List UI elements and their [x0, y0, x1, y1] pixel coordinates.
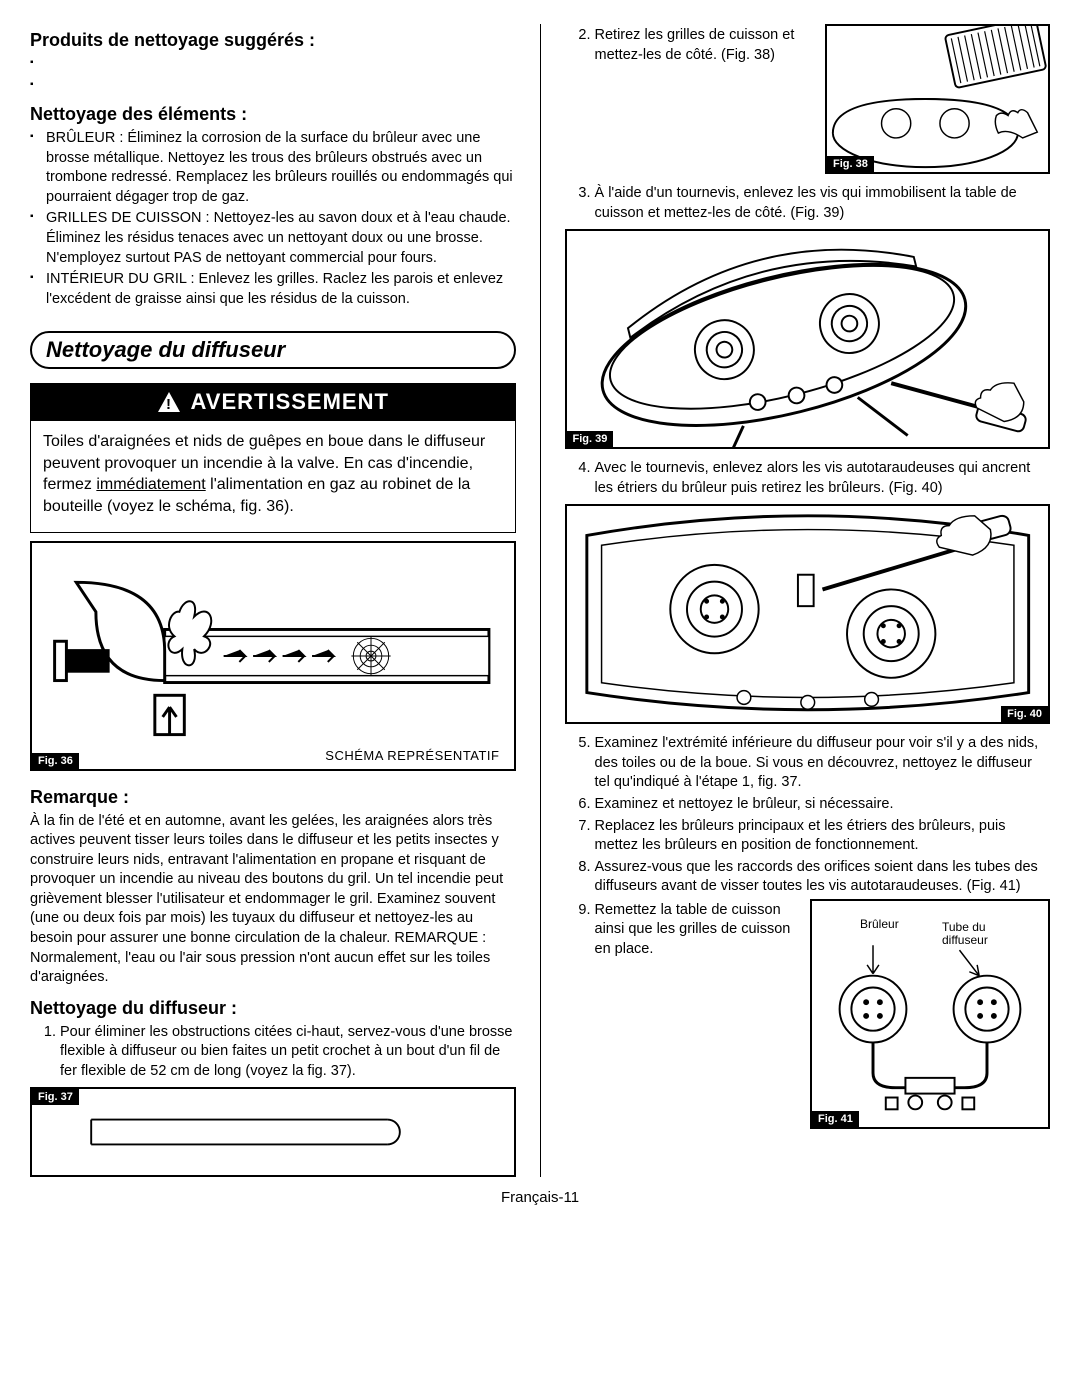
figure-38-label: Fig. 38 — [827, 156, 874, 172]
column-divider — [540, 24, 541, 1177]
step-2: Retirez les grilles de cuisson et mettez… — [595, 26, 816, 65]
figure-40: Fig. 40 — [565, 504, 1051, 724]
figure-37-label: Fig. 37 — [32, 1089, 79, 1105]
step-4: Avec le tournevis, enlevez alors les vis… — [595, 459, 1051, 498]
page: Produits de nettoyage suggérés : Nettoya… — [0, 0, 1080, 1226]
warning-icon: ! — [157, 391, 181, 413]
figure-39-label: Fig. 39 — [567, 431, 614, 447]
figure-36: SCHÉMA REPRÉSENTATIF Fig. 36 — [30, 541, 516, 771]
figure-36-svg — [32, 543, 514, 769]
blank-bullet — [30, 55, 516, 75]
figure-36-label: Fig. 36 — [32, 753, 79, 769]
fig41-label-tube: Tube du diffuseur — [942, 921, 1022, 947]
page-footer: Français-11 — [30, 1189, 1050, 1206]
step2-list: Retirez les grilles de cuisson et mettez… — [565, 24, 816, 67]
step3-list: À l'aide d'un tournevis, enlevez les vis… — [565, 184, 1051, 223]
right-column: Retirez les grilles de cuisson et mettez… — [565, 24, 1051, 1177]
bullet-grilles: GRILLES DE CUISSON : Nettoyez-les au sav… — [30, 209, 516, 268]
warning-body: Toiles d'araignées et nids de guêpes en … — [30, 421, 516, 532]
step2-row: Retirez les grilles de cuisson et mettez… — [565, 24, 1051, 174]
step-8: Assurez-vous que les raccords des orific… — [595, 858, 1051, 897]
bullet-bruleur: BRÛLEUR : Éliminez la corrosion de la su… — [30, 129, 516, 207]
step4-list: Avec le tournevis, enlevez alors les vis… — [565, 459, 1051, 498]
figure-39: Fig. 39 — [565, 229, 1051, 449]
heading-remarque: Remarque : — [30, 787, 516, 808]
left-column: Produits de nettoyage suggérés : Nettoya… — [30, 24, 516, 1177]
products-bullets — [30, 55, 516, 96]
left-steps: Pour éliminer les obstructions citées ci… — [30, 1023, 516, 1082]
figure-40-svg — [567, 506, 1049, 722]
figure-41-label: Fig. 41 — [812, 1111, 859, 1127]
remarque-body: À la fin de l'été et en automne, avant l… — [30, 812, 516, 988]
section-title-diffuseur: Nettoyage du diffuseur — [30, 331, 516, 369]
heading-elements: Nettoyage des éléments : — [30, 104, 516, 125]
warning-title: AVERTISSEMENT — [191, 389, 389, 415]
fig41-label-bruleur: Brûleur — [860, 917, 899, 931]
step9-list: Remettez la table de cuisson ainsi que l… — [565, 899, 801, 962]
figure-39-svg — [567, 231, 1049, 447]
step-3: À l'aide d'un tournevis, enlevez les vis… — [595, 184, 1051, 223]
figure-36-caption: SCHÉMA REPRÉSENTATIF — [325, 748, 499, 763]
figure-38-svg — [827, 26, 1048, 172]
step-6: Examinez et nettoyez le brûleur, si néce… — [595, 795, 1051, 815]
step-7: Replacez les brûleurs principaux et les … — [595, 817, 1051, 856]
step9-row: Remettez la table de cuisson ainsi que l… — [565, 899, 1051, 1129]
blank-bullet — [30, 77, 516, 97]
heading-products: Produits de nettoyage suggérés : — [30, 30, 516, 51]
figure-38: Fig. 38 — [825, 24, 1050, 174]
warn-text-underline: immédiatement — [96, 476, 205, 493]
step-9: Remettez la table de cuisson ainsi que l… — [595, 901, 801, 960]
heading-cleaning: Nettoyage du diffuseur : — [30, 998, 516, 1019]
figure-40-label: Fig. 40 — [1001, 706, 1048, 722]
figure-37-svg — [32, 1089, 514, 1175]
step-1: Pour éliminer les obstructions citées ci… — [60, 1023, 516, 1082]
two-column-layout: Produits de nettoyage suggérés : Nettoya… — [30, 24, 1050, 1177]
bullet-interieur: INTÉRIEUR DU GRIL : Enlevez les grilles.… — [30, 270, 516, 309]
elements-bullets: BRÛLEUR : Éliminez la corrosion de la su… — [30, 129, 516, 309]
svg-text:!: ! — [166, 396, 172, 413]
figure-37: Fig. 37 — [30, 1087, 516, 1177]
step-5: Examinez l'extrémité inférieure du diffu… — [595, 734, 1051, 793]
steps-5-9: Examinez l'extrémité inférieure du diffu… — [565, 734, 1051, 897]
figure-41: Brûleur Tube du diffuseur Fig. 41 — [810, 899, 1050, 1129]
warning-header: ! AVERTISSEMENT — [30, 383, 516, 421]
